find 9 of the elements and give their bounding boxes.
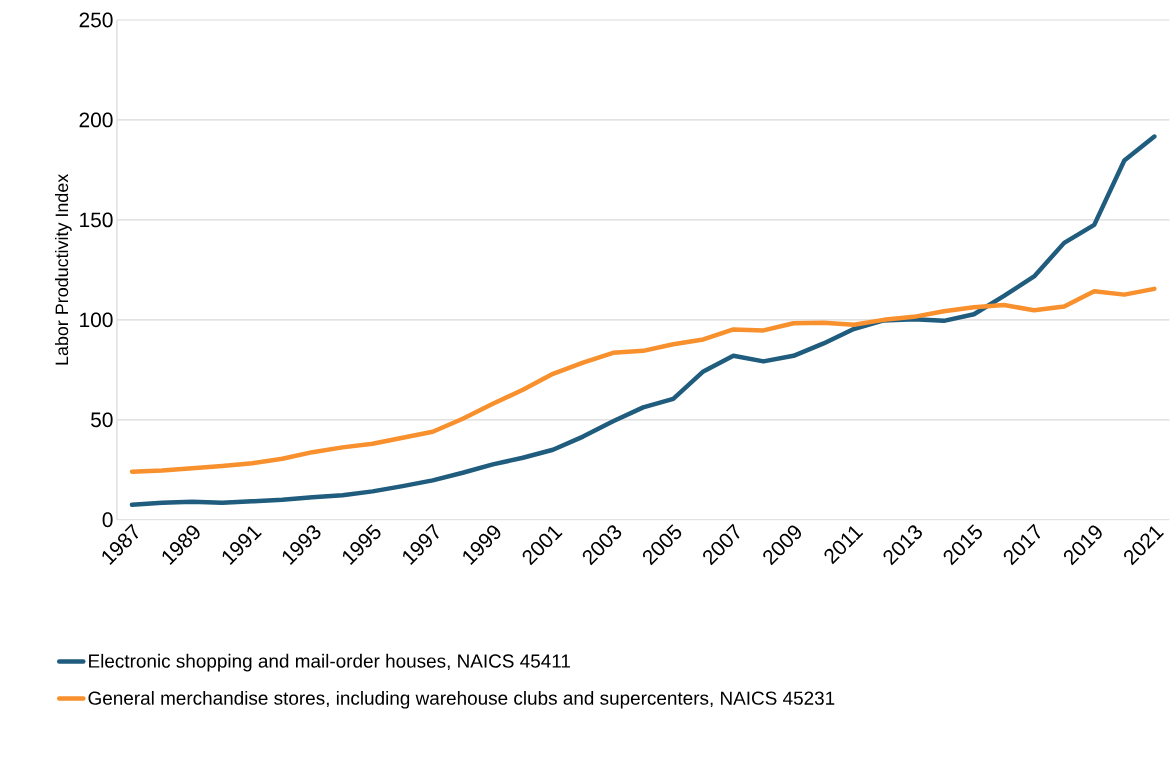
y-tick-label: 50 (91, 412, 113, 428)
line-series (129, 134, 1157, 508)
y-tick-label: 100 (80, 312, 113, 328)
y-tick-label: 250 (79, 12, 113, 28)
legend-label: Electronic shopping and mail-order houses, NAICS 45411 (89, 654, 570, 672)
legend-label: General merchandise stores, including warehouse clubs and supercenters, NAICS 45231 (88, 691, 835, 709)
y-axis-title: Labor Productivity Index (55, 174, 72, 365)
y-tick-label: 200 (79, 112, 113, 128)
y-tick-label: 150 (80, 212, 113, 228)
